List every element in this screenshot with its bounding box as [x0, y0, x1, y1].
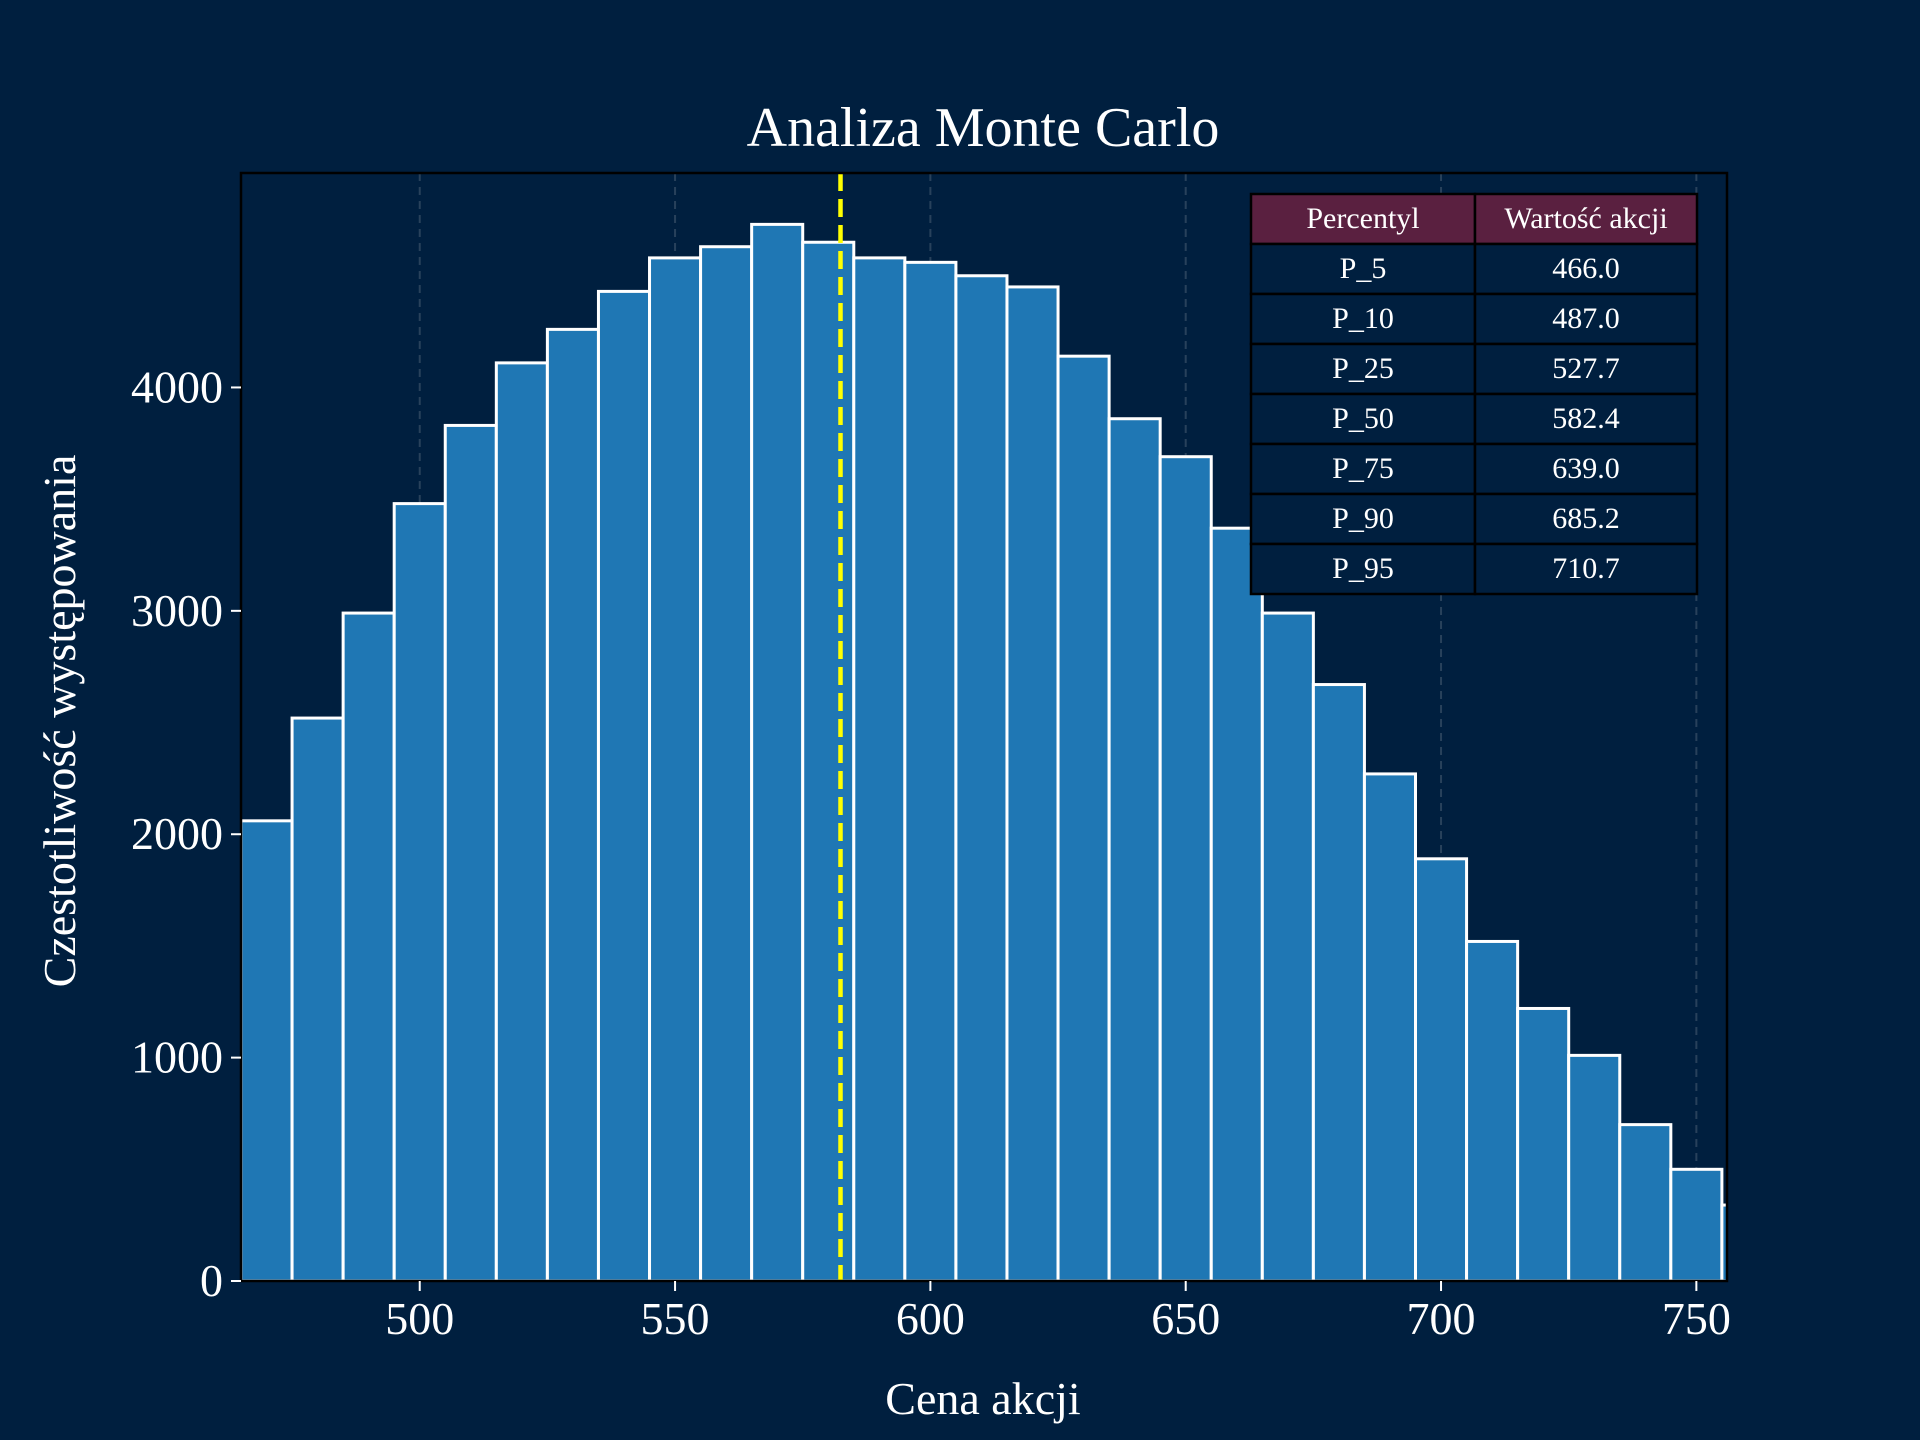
table-cell-text: 466.0 [1552, 252, 1620, 285]
histogram-bar [1465, 939, 1520, 1281]
histogram-bar [1209, 526, 1264, 1281]
histogram-bar [1567, 1053, 1622, 1281]
histogram-bar [241, 819, 294, 1281]
table-cell-text: P_10 [1332, 302, 1394, 335]
histogram-bar [852, 256, 907, 1281]
histogram-bar [341, 611, 396, 1281]
y-tick-label: 4000 [131, 361, 223, 412]
histogram-bar [903, 260, 958, 1281]
histogram-bar [1158, 455, 1213, 1281]
table-cell [1473, 242, 1699, 296]
table-cell-text: P_25 [1332, 352, 1394, 385]
table-cell [1473, 492, 1699, 546]
table-cell [1249, 392, 1477, 446]
histogram-bar [1362, 772, 1418, 1281]
x-tick-label: 700 [1407, 1293, 1476, 1344]
table-header-text: Percentyl [1306, 202, 1419, 235]
x-tick-label: 650 [1151, 1293, 1220, 1344]
histogram-bar [290, 716, 345, 1281]
table-cell [1473, 542, 1699, 596]
table-cell-text: P_5 [1340, 252, 1387, 285]
table-cell [1249, 492, 1477, 546]
table-cell-text: 639.0 [1552, 452, 1620, 485]
histogram-bar [1720, 1203, 1727, 1281]
histogram-bar [648, 256, 703, 1281]
y-axis-label: Czestotliwość występowania [34, 455, 85, 988]
histogram-bar [494, 361, 549, 1281]
histogram-bar [1414, 857, 1469, 1281]
y-tick-label: 0 [200, 1255, 223, 1306]
table-header-cell [1473, 192, 1699, 246]
table-cell-text: 487.0 [1552, 302, 1620, 335]
histogram-bar [596, 289, 652, 1281]
table-cell-text: P_75 [1332, 452, 1394, 485]
table-cell-text: P_90 [1332, 502, 1394, 535]
histogram-bar [1669, 1167, 1724, 1281]
table-cell [1473, 442, 1699, 496]
chart-title: Analiza Monte Carlo [747, 97, 1220, 159]
histogram-bar [750, 222, 805, 1281]
histogram-bar [1107, 417, 1162, 1281]
plot-area: 500 550 600 650 700 750 0 1000 2000 3000 4000 [131, 171, 1731, 1344]
histogram-bar [443, 423, 498, 1281]
histogram-bar [1005, 285, 1060, 1281]
table-cell-text: P_50 [1332, 402, 1394, 435]
table-cell-text: 685.2 [1552, 502, 1620, 535]
x-axis-label: Cena akcji [885, 1373, 1080, 1424]
table-cell-text: 710.7 [1552, 552, 1620, 585]
x-tick-label: 500 [385, 1293, 454, 1344]
histogram-bar [1516, 1006, 1571, 1281]
x-tick-label: 750 [1662, 1293, 1731, 1344]
percentile-table: Percentyl Wartość akcji P_5 466.0 P_10 487.0 P… [1249, 192, 1699, 596]
histogram-bar [545, 327, 600, 1281]
y-tick-label: 1000 [131, 1032, 223, 1083]
axes-frame [239, 171, 1729, 1283]
histogram-bar [1618, 1123, 1673, 1281]
histogram-bar [954, 274, 1009, 1281]
histogram-bar [801, 240, 856, 1281]
table-cell-text: 582.4 [1552, 402, 1620, 435]
x-tick-label: 550 [641, 1293, 710, 1344]
histogram-bar [392, 502, 447, 1281]
table-cell-text: P_95 [1332, 552, 1394, 585]
histogram-bar [699, 245, 754, 1281]
histogram-bar [1260, 611, 1315, 1281]
y-tick-label: 2000 [131, 808, 223, 859]
histogram-bar [1311, 683, 1366, 1281]
x-tick-label: 600 [896, 1293, 965, 1344]
histogram-bars [241, 222, 1727, 1281]
histogram-bar [1056, 354, 1111, 1281]
table-cell-text: 527.7 [1552, 352, 1620, 385]
y-tick-label: 3000 [131, 585, 223, 636]
table-header-text: Wartość akcji [1504, 202, 1667, 235]
